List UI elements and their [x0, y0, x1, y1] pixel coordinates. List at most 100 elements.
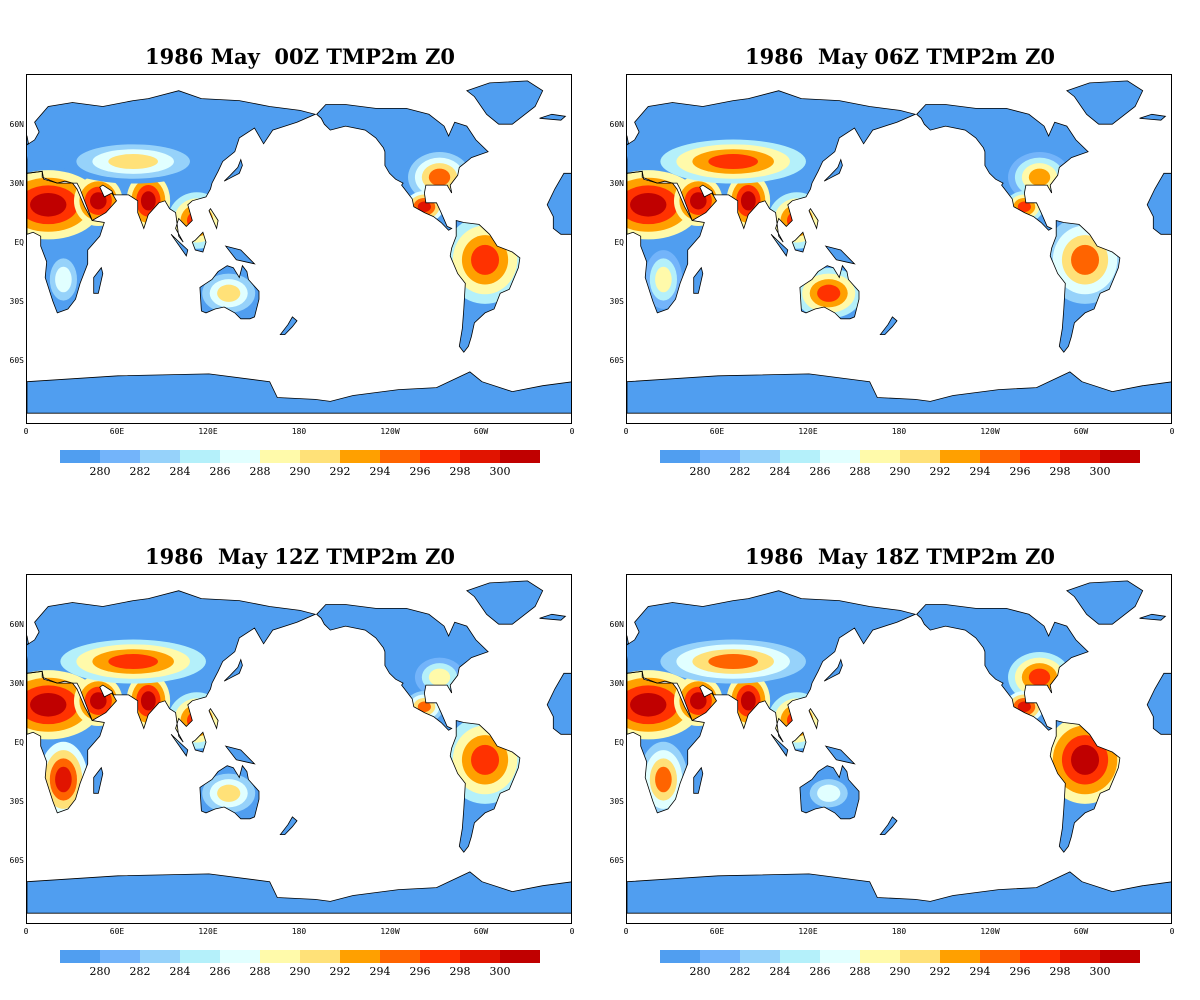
- colorbar-swatch: [1060, 950, 1100, 963]
- land-namerica: [316, 604, 489, 731]
- colorbar-tick-label: 286: [809, 465, 831, 478]
- coastline: [208, 208, 219, 230]
- land-greenland: [1066, 580, 1143, 625]
- land-madagascar: [693, 767, 703, 794]
- land-greenland: [466, 80, 543, 125]
- colorbar-swatch: [100, 950, 140, 963]
- lat-tick-label: 60N: [609, 620, 624, 630]
- colorbar-tick-label: 294: [369, 965, 391, 978]
- temp-contour-southern_africa: [655, 766, 672, 793]
- temp-contour-amazon: [471, 744, 500, 775]
- land-namerica: [316, 104, 489, 231]
- lat-tick-label: 60N: [609, 120, 624, 130]
- temp-contour-southeast_asia: [780, 704, 814, 737]
- colorbar-swatch: [820, 950, 860, 963]
- colorbar-tick-label: 298: [1049, 465, 1071, 478]
- temp-contour-australia: [817, 284, 841, 302]
- temp-contour-india: [740, 691, 756, 711]
- temp-contour-southeast_asia: [786, 710, 807, 731]
- temp-contour-southern_africa: [55, 266, 72, 293]
- colorbar-swatch: [1100, 950, 1140, 963]
- coastline: [170, 734, 189, 757]
- coastline: [791, 231, 807, 253]
- lon-tick-label: 120E: [798, 927, 818, 936]
- temp-contour-india: [140, 691, 156, 711]
- coastline: [27, 871, 571, 914]
- colorbar-swatch: [740, 450, 780, 463]
- coastline: [1146, 672, 1171, 735]
- land-antarctica: [27, 371, 571, 414]
- temp-contour-central_america: [1017, 701, 1031, 713]
- lon-tick-label: 180: [891, 427, 907, 436]
- colorbar-tick-label: 298: [1049, 965, 1071, 978]
- colorbar-tick-label: 284: [769, 965, 791, 978]
- coastline: [627, 590, 917, 743]
- land-madagascar: [693, 267, 703, 294]
- lon-tick-label: 60W: [1073, 427, 1089, 436]
- coastline: [27, 170, 105, 314]
- colorbar-swatch: [860, 950, 900, 963]
- map-plot-area: [626, 574, 1172, 924]
- lon-tick-label: 120E: [198, 927, 218, 936]
- temp-contour-southeast_asia: [186, 210, 207, 231]
- coastline: [191, 231, 207, 253]
- colorbar-tick-label: 300: [1089, 465, 1111, 478]
- coastline: [693, 766, 704, 794]
- temperature-map: [627, 580, 1171, 914]
- colorbar-swatch: [380, 450, 420, 463]
- temp-contour-arabia: [689, 192, 707, 210]
- coastline: [808, 208, 819, 230]
- colorbar-swatch: [260, 950, 300, 963]
- lon-tick-label: 120W: [380, 427, 400, 436]
- coastline: [27, 590, 317, 743]
- land-newzealand: [880, 316, 897, 335]
- lat-tick-label: EQ: [614, 238, 624, 248]
- lon-tick-label: 180: [291, 927, 307, 936]
- temp-contour-central_america: [1017, 201, 1031, 213]
- land-japan: [224, 159, 243, 182]
- colorbar-swatch: [820, 450, 860, 463]
- colorbar-swatch: [740, 950, 780, 963]
- coastline: [27, 670, 105, 814]
- lon-tick-label: 0: [1169, 427, 1175, 436]
- map-panel: 1986 May 00Z TMP2m Z0 60N 30N EQ 30S 60S 0 60E 1…: [0, 0, 600, 500]
- temp-contour-southeast_asia: [180, 704, 214, 737]
- colorbar-tick-label: 296: [1009, 965, 1031, 978]
- coastline: [799, 264, 860, 320]
- land-newzealand: [280, 316, 297, 335]
- land-namerica: [916, 104, 1089, 231]
- lon-tick-label: 180: [291, 427, 307, 436]
- colorbar-swatch: [980, 450, 1020, 463]
- colorbar-tick-label: 280: [689, 465, 711, 478]
- colorbar-swatch: [340, 950, 380, 963]
- coastline: [191, 731, 207, 753]
- map-plot-area: [26, 74, 572, 424]
- coastline: [199, 764, 260, 820]
- coastline: [223, 158, 243, 182]
- coastline: [449, 219, 521, 353]
- colorbar-swatch: [300, 450, 340, 463]
- lon-tick-label: 0: [23, 427, 29, 436]
- land-newzealand: [280, 816, 297, 835]
- temperature-map: [27, 580, 571, 914]
- colorbar: [660, 450, 1140, 463]
- colorbar-tick-label: 296: [409, 965, 431, 978]
- land-newguinea: [825, 746, 855, 764]
- colorbar-swatch: [220, 950, 260, 963]
- temp-contour-central_america: [417, 201, 431, 213]
- colorbar-tick-label: 298: [449, 465, 471, 478]
- land-japan: [224, 659, 243, 682]
- coastline: [1139, 613, 1167, 621]
- map-panel: 1986 May 06Z TMP2m Z0 60N 30N EQ 30S 60S 0 60E 1…: [600, 0, 1200, 500]
- colorbar-tick-label: 292: [929, 465, 951, 478]
- colorbar-swatch: [260, 450, 300, 463]
- coastline: [449, 719, 521, 853]
- colorbar-swatch: [460, 950, 500, 963]
- colorbar-swatch: [60, 450, 100, 463]
- temp-contour-australia: [817, 784, 841, 802]
- coastline: [27, 90, 317, 243]
- temp-contour-southeast_asia: [180, 204, 214, 237]
- colorbar-swatch: [700, 450, 740, 463]
- land-antarctica: [27, 871, 571, 914]
- lon-tick-label: 0: [23, 927, 29, 936]
